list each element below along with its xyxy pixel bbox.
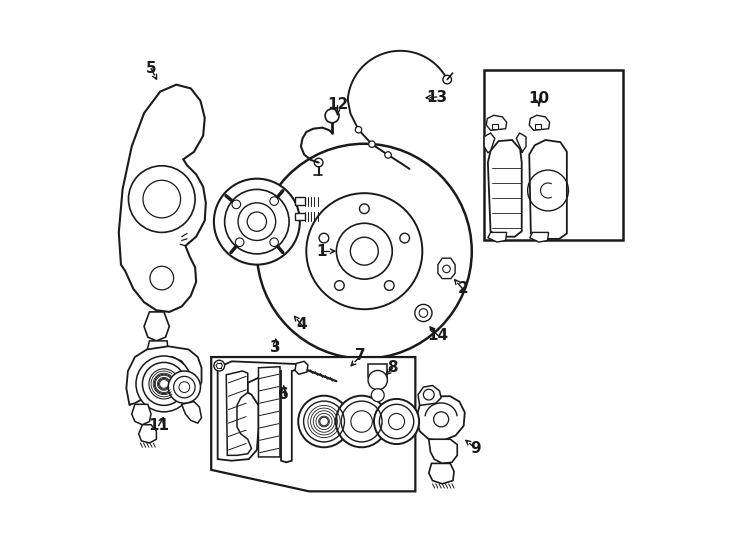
Circle shape (336, 396, 388, 447)
Circle shape (168, 371, 200, 403)
Polygon shape (429, 439, 457, 463)
Circle shape (214, 360, 225, 371)
Circle shape (368, 141, 375, 147)
Polygon shape (488, 232, 506, 242)
Polygon shape (488, 140, 522, 237)
Polygon shape (119, 85, 206, 312)
Circle shape (374, 399, 419, 444)
Circle shape (142, 362, 186, 406)
Text: 11: 11 (148, 418, 169, 433)
Circle shape (149, 369, 179, 399)
Text: 7: 7 (355, 348, 366, 363)
Text: 10: 10 (528, 91, 550, 106)
Text: 12: 12 (327, 97, 348, 112)
Text: 14: 14 (427, 328, 448, 343)
Circle shape (154, 374, 174, 394)
Circle shape (335, 281, 344, 291)
Bar (484, 70, 622, 240)
Polygon shape (126, 346, 202, 406)
Polygon shape (258, 367, 280, 457)
Circle shape (236, 238, 244, 247)
Bar (368, 364, 388, 377)
Circle shape (400, 233, 410, 243)
Text: 9: 9 (470, 441, 481, 456)
Circle shape (355, 126, 362, 133)
Polygon shape (144, 312, 170, 341)
Polygon shape (486, 115, 506, 130)
Polygon shape (181, 402, 202, 423)
Polygon shape (416, 396, 465, 441)
Text: 4: 4 (296, 318, 307, 332)
Text: 13: 13 (426, 90, 448, 105)
Text: 5: 5 (146, 61, 156, 76)
Text: 3: 3 (270, 340, 281, 355)
Circle shape (385, 281, 394, 291)
Circle shape (434, 412, 448, 427)
Circle shape (298, 396, 350, 447)
Circle shape (270, 197, 278, 205)
Circle shape (424, 389, 434, 400)
Circle shape (443, 75, 451, 84)
Polygon shape (429, 463, 454, 484)
Polygon shape (147, 341, 168, 361)
Circle shape (270, 238, 278, 247)
Circle shape (415, 305, 432, 322)
Circle shape (247, 212, 266, 231)
Circle shape (306, 193, 422, 309)
Circle shape (385, 152, 391, 158)
Polygon shape (529, 115, 550, 130)
Circle shape (368, 370, 388, 390)
Polygon shape (418, 386, 441, 406)
Circle shape (257, 144, 472, 359)
Polygon shape (516, 133, 526, 153)
Polygon shape (139, 425, 156, 443)
Text: 2: 2 (457, 281, 468, 296)
Polygon shape (484, 133, 495, 153)
Circle shape (159, 379, 170, 389)
Text: 1: 1 (316, 244, 327, 259)
Polygon shape (211, 357, 415, 491)
Circle shape (128, 166, 195, 232)
Circle shape (136, 356, 192, 412)
Bar (534, 124, 541, 129)
Polygon shape (530, 232, 548, 242)
Polygon shape (131, 404, 151, 425)
Polygon shape (226, 371, 252, 455)
Circle shape (319, 233, 329, 243)
Text: 8: 8 (388, 360, 398, 375)
Text: 6: 6 (278, 387, 289, 402)
Polygon shape (438, 258, 455, 279)
Polygon shape (529, 140, 567, 239)
Bar (295, 213, 305, 220)
Bar (492, 124, 498, 129)
Polygon shape (218, 361, 297, 462)
Circle shape (360, 204, 369, 214)
Circle shape (150, 266, 174, 290)
Circle shape (371, 389, 384, 402)
Polygon shape (295, 361, 308, 374)
Circle shape (232, 200, 241, 208)
Circle shape (214, 179, 300, 265)
Bar (295, 198, 305, 205)
Circle shape (325, 109, 339, 123)
